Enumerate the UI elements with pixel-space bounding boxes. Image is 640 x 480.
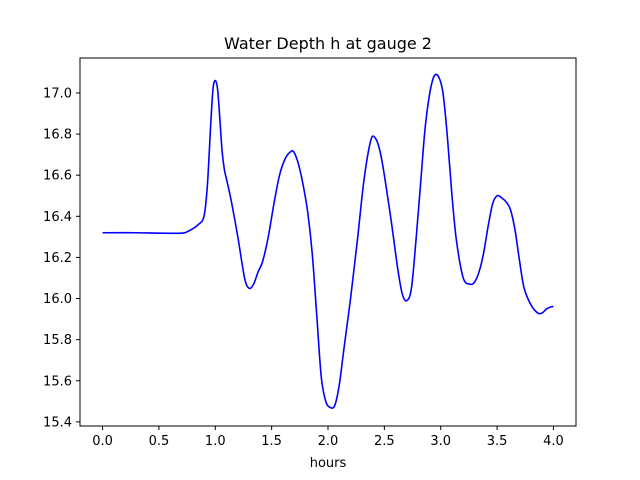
chart-title: Water Depth h at gauge 2 — [224, 34, 432, 53]
y-tick-label: 15.8 — [43, 333, 72, 348]
y-axis: 15.4 15.6 15.8 16.0 16.2 16.4 16.6 16.8 17.0 — [43, 86, 80, 430]
x-tick-label: 3.0 — [430, 434, 451, 449]
x-axis-label: hours — [310, 456, 347, 471]
x-tick-label: 2.0 — [318, 434, 339, 449]
x-tick-label: 1.0 — [205, 434, 226, 449]
x-tick-label: 0.0 — [92, 434, 113, 449]
y-tick-label: 16.0 — [43, 292, 72, 307]
x-tick-label: 3.5 — [487, 434, 508, 449]
x-tick-label: 0.5 — [149, 434, 170, 449]
y-tick-label: 16.8 — [43, 128, 72, 143]
series-line — [102, 73, 554, 409]
plot-area — [102, 73, 554, 409]
x-tick-label: 1.5 — [261, 434, 282, 449]
axes-frame — [79, 57, 577, 427]
x-axis: 0.0 0.5 1.0 1.5 2.0 2.5 3.0 3.5 4.0 — [92, 426, 564, 449]
x-tick-label: 4.0 — [543, 434, 564, 449]
y-tick-label: 15.6 — [43, 374, 72, 389]
x-tick-label: 2.5 — [374, 434, 395, 449]
y-tick-label: 17.0 — [43, 86, 72, 101]
y-tick-label: 16.6 — [43, 169, 72, 184]
y-tick-label: 16.2 — [43, 251, 72, 266]
y-tick-label: 15.4 — [43, 415, 72, 430]
y-tick-label: 16.4 — [43, 210, 72, 225]
